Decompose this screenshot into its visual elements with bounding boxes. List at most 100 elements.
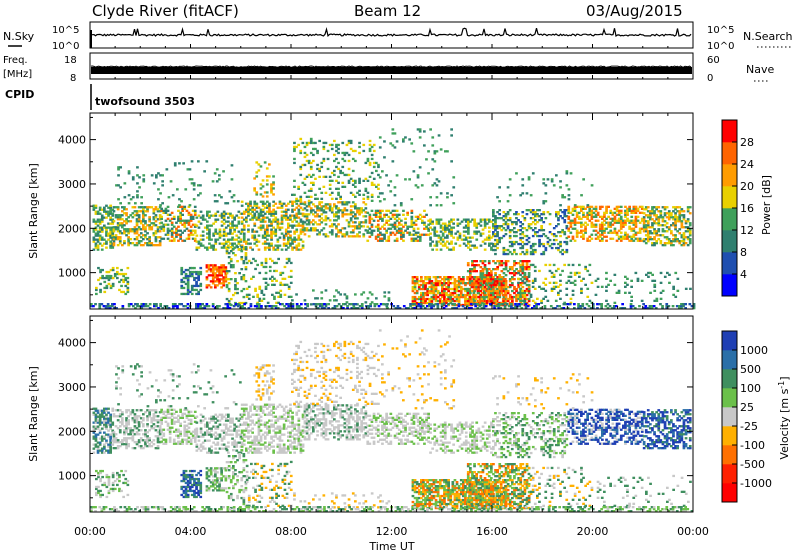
power-cell bbox=[155, 174, 158, 177]
power-cell bbox=[534, 242, 537, 246]
power-cell bbox=[199, 307, 202, 310]
power-cell bbox=[496, 211, 499, 214]
power-cell bbox=[275, 261, 278, 265]
power-cell bbox=[466, 278, 470, 281]
power-cell bbox=[498, 225, 501, 228]
power-cell bbox=[575, 215, 579, 218]
power-cell bbox=[312, 303, 316, 306]
power-cell bbox=[464, 301, 467, 305]
power-cell bbox=[107, 234, 110, 237]
power-cell bbox=[598, 239, 602, 242]
power-cell bbox=[165, 307, 169, 310]
power-cell bbox=[450, 248, 453, 251]
power-cell bbox=[441, 293, 444, 297]
power-cell bbox=[379, 211, 382, 214]
power-cell bbox=[261, 210, 265, 213]
power-cell bbox=[109, 228, 112, 231]
power-cell bbox=[462, 238, 466, 241]
power-cell bbox=[485, 293, 488, 297]
power-cell bbox=[657, 228, 661, 231]
power-cell bbox=[450, 242, 453, 245]
power-cell bbox=[303, 177, 307, 180]
power-cell bbox=[414, 231, 418, 234]
power-cell bbox=[287, 259, 291, 263]
nsky-label: N.Sky bbox=[3, 30, 35, 43]
power-cell bbox=[634, 219, 638, 222]
power-cell bbox=[203, 226, 207, 229]
power-cell bbox=[220, 264, 223, 267]
power-cell bbox=[314, 297, 317, 300]
power-cell bbox=[322, 205, 326, 208]
power-cell bbox=[252, 275, 255, 278]
power-cell bbox=[567, 263, 571, 267]
power-cell bbox=[138, 305, 141, 308]
power-cell bbox=[133, 214, 137, 217]
power-cell bbox=[256, 293, 259, 296]
power-cell bbox=[663, 212, 667, 215]
power-cell bbox=[195, 248, 199, 251]
power-cell bbox=[515, 213, 518, 216]
power-cell bbox=[483, 248, 487, 251]
power-ytick-label: 3000 bbox=[58, 178, 86, 191]
power-cell bbox=[146, 242, 149, 245]
power-cell bbox=[320, 197, 324, 200]
power-cell bbox=[124, 276, 128, 280]
power-cell bbox=[624, 219, 627, 222]
power-cell bbox=[370, 157, 374, 161]
power-cell bbox=[538, 285, 541, 288]
power-cell bbox=[395, 237, 399, 240]
power-cell bbox=[144, 230, 147, 233]
power-cell bbox=[646, 240, 650, 243]
power-cell bbox=[531, 248, 535, 252]
power-cell bbox=[525, 280, 529, 283]
power-cell bbox=[581, 303, 585, 306]
power-cell bbox=[208, 216, 211, 219]
power-cell bbox=[326, 235, 330, 238]
power-cell bbox=[489, 276, 492, 279]
power-cell bbox=[309, 181, 313, 184]
power-cell bbox=[207, 264, 211, 267]
power-cell bbox=[299, 228, 303, 231]
power-cell bbox=[466, 291, 470, 295]
power-cell bbox=[160, 207, 163, 210]
power-cell bbox=[501, 303, 505, 306]
power-cell bbox=[184, 292, 188, 296]
power-cell bbox=[504, 215, 508, 218]
power-cell bbox=[295, 246, 299, 249]
power-cell bbox=[387, 219, 391, 222]
power-cell bbox=[127, 194, 131, 197]
power-cell bbox=[201, 218, 205, 221]
power-cell bbox=[356, 209, 359, 212]
power-cell bbox=[293, 157, 296, 161]
power-cell bbox=[504, 293, 508, 297]
power-cell bbox=[617, 209, 621, 212]
power-cell bbox=[630, 221, 634, 224]
power-cell bbox=[564, 303, 568, 306]
power-cell bbox=[630, 229, 634, 232]
power-cell bbox=[242, 236, 246, 239]
power-cell bbox=[189, 215, 193, 218]
power-cell bbox=[617, 205, 621, 208]
power-cell bbox=[519, 282, 523, 285]
power-cell bbox=[446, 192, 449, 195]
power-cell bbox=[327, 307, 330, 310]
power-cell bbox=[309, 141, 313, 145]
power-cell bbox=[418, 239, 422, 242]
power-cell bbox=[324, 223, 328, 226]
power-cell bbox=[250, 277, 253, 280]
power-cell bbox=[175, 235, 178, 238]
power-cell bbox=[511, 268, 514, 271]
power-cell bbox=[259, 214, 263, 217]
power-cell bbox=[362, 233, 366, 236]
power-cell bbox=[464, 244, 468, 247]
power-cell bbox=[686, 244, 690, 247]
power-cell bbox=[354, 293, 357, 296]
power-cell bbox=[222, 270, 226, 273]
power-cell bbox=[684, 226, 688, 229]
power-cell bbox=[318, 219, 321, 222]
power-cell bbox=[345, 301, 349, 304]
power-cell bbox=[622, 221, 625, 224]
power-cell bbox=[519, 238, 522, 242]
power-cell bbox=[222, 284, 226, 287]
power-cell bbox=[170, 211, 174, 214]
